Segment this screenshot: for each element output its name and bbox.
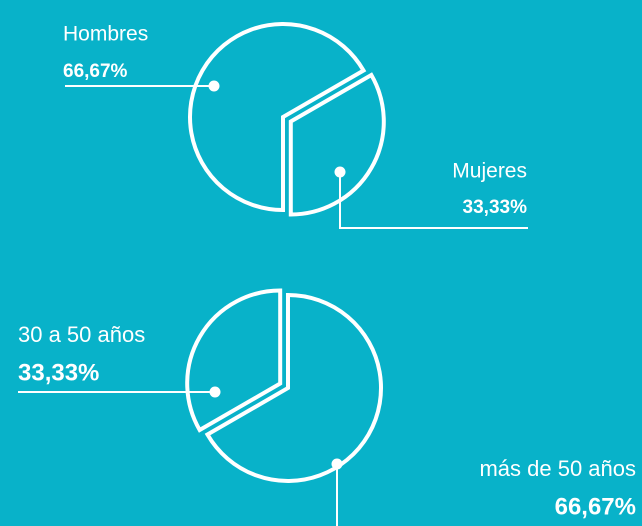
leader-line: [339, 172, 528, 229]
category-label: Mujeres: [452, 160, 527, 183]
pie-slice: [185, 288, 283, 433]
category-label: Hombres: [63, 23, 148, 46]
leader-dot: [208, 80, 220, 92]
value-label: 66,67%: [63, 61, 128, 82]
leader-dot: [331, 458, 343, 470]
value-label: 66,67%: [555, 493, 636, 520]
value-label: 33,33%: [18, 359, 99, 386]
category-label: más de 50 años: [479, 456, 636, 481]
value-label: 33,33%: [463, 197, 528, 218]
pie-slice: [204, 292, 383, 483]
category-label: 30 a 50 años: [18, 322, 145, 347]
leader-dot: [209, 386, 221, 398]
leader-dot: [334, 166, 346, 178]
pie-slice: [288, 72, 386, 217]
pie-slice: [188, 22, 367, 213]
